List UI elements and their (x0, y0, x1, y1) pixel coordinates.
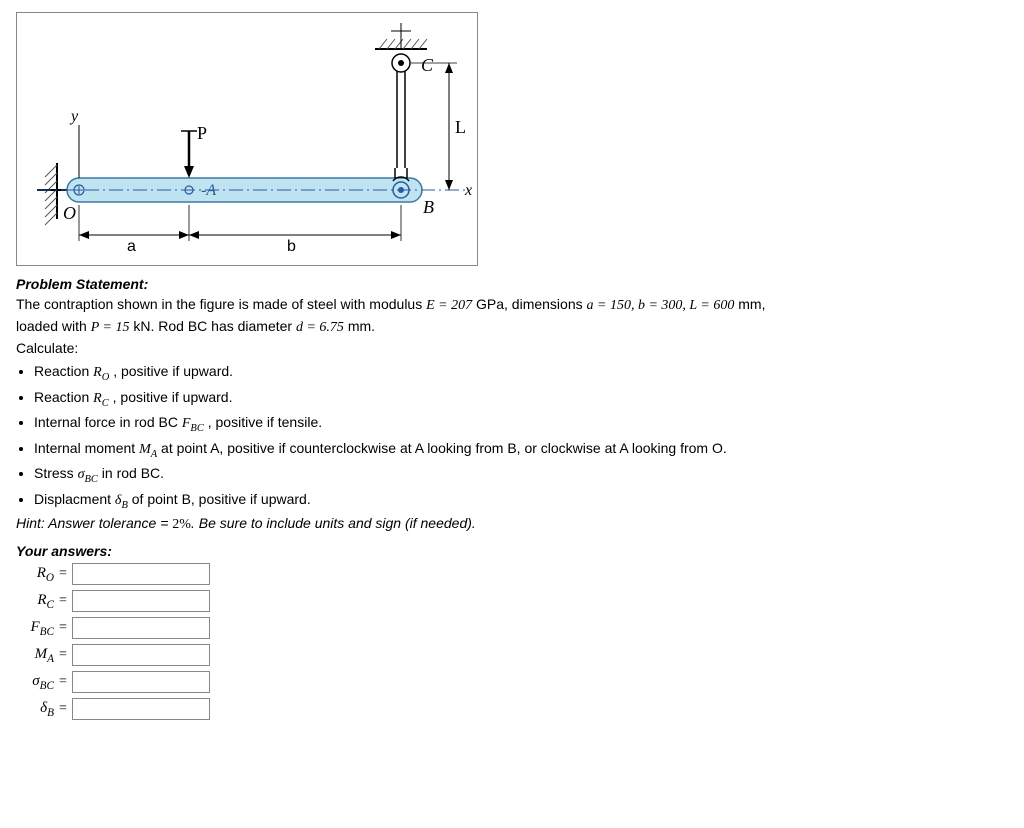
answer-row-MA: MA = (16, 643, 1008, 667)
answer-row-sigmaBC: σBC = (16, 670, 1008, 694)
calculate-list: Reaction RO , positive if upward. Reacti… (16, 361, 1008, 513)
input-FBC[interactable] (72, 617, 210, 639)
input-RC[interactable] (72, 590, 210, 612)
problem-text: The contraption shown in the figure is m… (16, 294, 1008, 338)
answer-row-deltaB: δB = (16, 697, 1008, 721)
label-C: C (421, 55, 434, 75)
problem-figure: C O -A B y x P (16, 12, 478, 266)
label-b: b (287, 238, 296, 255)
label-O: O (63, 203, 76, 223)
bullet-deltaB: Displacment δB of point B, positive if u… (34, 489, 1008, 514)
bullet-sigmaBC: Stress σBC in rod BC. (34, 463, 1008, 488)
hint-text: Hint: Answer tolerance = 2%. Be sure to … (16, 515, 1008, 533)
bullet-FBC: Internal force in rod BC FBC , positive … (34, 412, 1008, 437)
label-L: L (455, 117, 466, 137)
input-deltaB[interactable] (72, 698, 210, 720)
answer-row-FBC: FBC = (16, 616, 1008, 640)
label-x: x (464, 182, 472, 199)
label-B: B (423, 197, 434, 217)
input-RO[interactable] (72, 563, 210, 585)
input-sigmaBC[interactable] (72, 671, 210, 693)
bullet-RC: Reaction RC , positive if upward. (34, 387, 1008, 412)
calculate-label: Calculate: (16, 338, 1008, 359)
label-A: -A (201, 182, 216, 199)
figure-svg: C O -A B y x P (17, 13, 477, 265)
answers-heading: Your answers: (16, 543, 1008, 559)
bullet-MA: Internal moment MA at point A, positive … (34, 438, 1008, 463)
answer-row-RO: RO = (16, 562, 1008, 586)
problem-heading: Problem Statement: (16, 276, 1008, 292)
label-P: P (197, 123, 207, 143)
label-a: a (127, 238, 136, 255)
input-MA[interactable] (72, 644, 210, 666)
answer-row-RC: RC = (16, 589, 1008, 613)
label-y: y (69, 108, 79, 125)
bullet-RO: Reaction RO , positive if upward. (34, 361, 1008, 386)
